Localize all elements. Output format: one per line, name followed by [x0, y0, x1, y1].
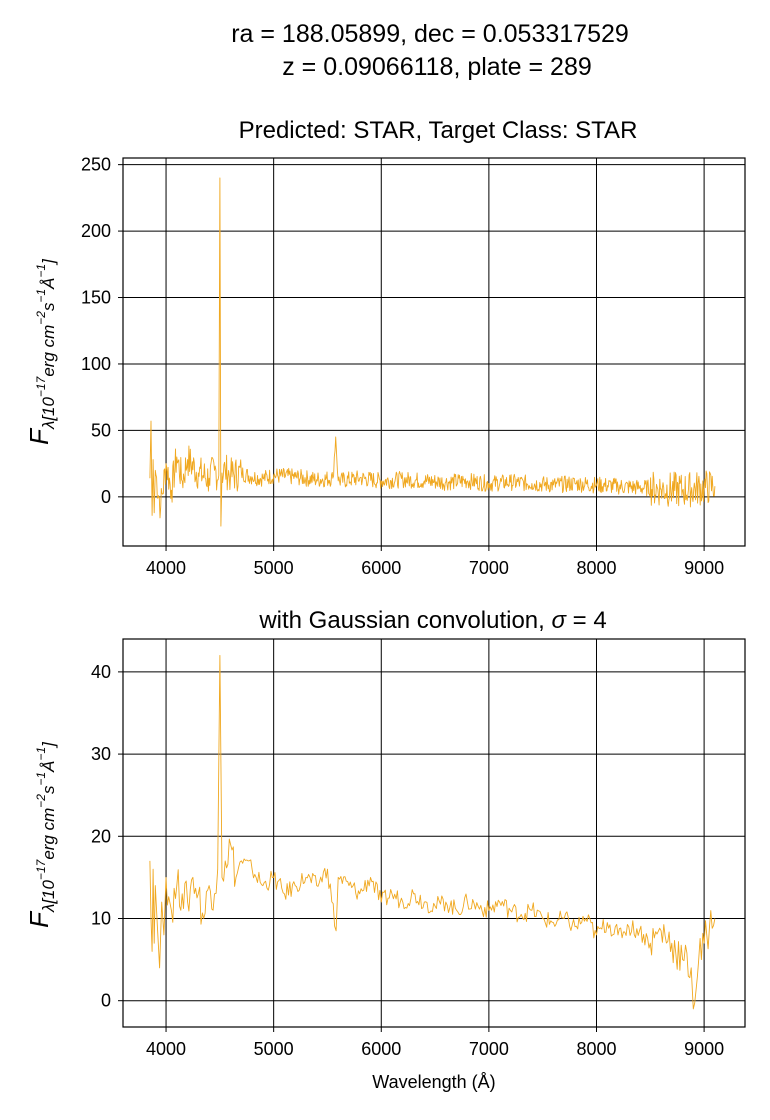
spectrum-panel-smoothed: with Gaussian convolution, σ = 4 4000 500… — [24, 607, 746, 1092]
y-tick-label: 100 — [81, 354, 111, 374]
y-tick-label: 50 — [91, 420, 111, 440]
x-tick-label: 6000 — [361, 558, 401, 578]
figure-title-line1: ra = 188.05899, dec = 0.053317529 — [231, 20, 629, 48]
figure-title-line2: z = 0.09066118, plate = 289 — [282, 53, 592, 81]
x-tick-label: 9000 — [684, 1039, 724, 1059]
x-tick-label: 8000 — [576, 558, 616, 578]
y-tick-label: 40 — [91, 662, 111, 682]
y-tick-label: 20 — [91, 826, 111, 846]
x-tick-label: 8000 — [576, 1039, 616, 1059]
smoothed-y-axis-label: Fλ[10−17erg cm−2s−1Å−1] — [24, 741, 58, 928]
y-tick-label: 30 — [91, 744, 111, 764]
y-tick-label: 10 — [91, 908, 111, 928]
raw-y-axis-label: Fλ[10−17erg cm−2s−1Å−1] — [24, 258, 58, 445]
smoothed-panel-title: with Gaussian convolution, σ = 4 — [258, 607, 606, 634]
x-axis-label: Wavelength (Å) — [372, 1072, 495, 1092]
smoothed-panel-frame — [122, 638, 746, 1028]
x-tick-label: 4000 — [146, 1039, 186, 1059]
raw-panel-title: Predicted: STAR, Target Class: STAR — [239, 117, 638, 144]
x-tick-label: 4000 — [146, 558, 186, 578]
x-tick-label: 7000 — [469, 1039, 509, 1059]
y-tick-label: 0 — [101, 991, 111, 1011]
x-tick-label: 9000 — [684, 558, 724, 578]
y-tick-label: 150 — [81, 288, 111, 308]
x-tick-label: 7000 — [469, 558, 509, 578]
x-tick-label: 6000 — [361, 1039, 401, 1059]
x-tick-label: 5000 — [254, 558, 294, 578]
y-tick-label: 200 — [81, 221, 111, 241]
raw-panel-frame — [122, 157, 746, 547]
raw-spectrum-line — [149, 177, 716, 527]
smoothed-spectrum-line — [149, 654, 716, 1010]
y-tick-label: 250 — [81, 155, 111, 175]
x-tick-label: 5000 — [254, 1039, 294, 1059]
y-tick-label: 0 — [101, 487, 111, 507]
spectrum-panel-raw: Predicted: STAR, Target Class: STAR 4000… — [24, 117, 746, 578]
